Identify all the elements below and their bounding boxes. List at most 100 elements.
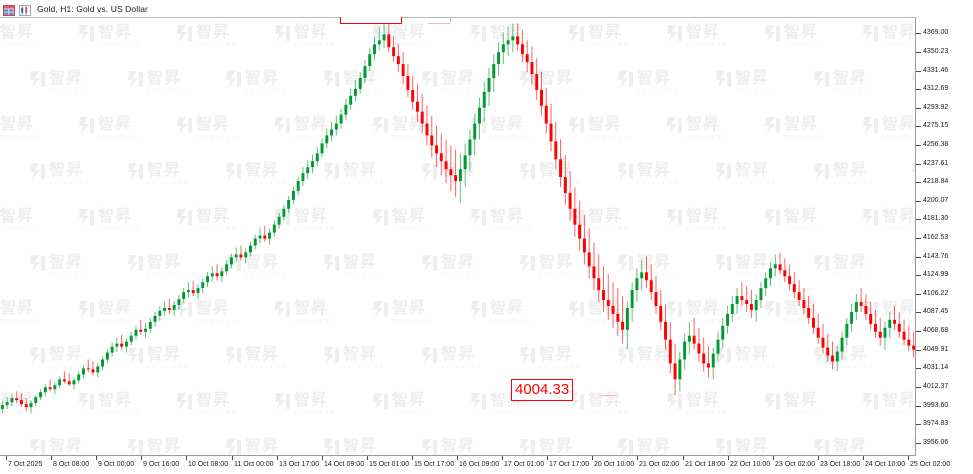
time-tick	[96, 456, 97, 460]
time-tick-label: 24 Oct 10:00	[865, 461, 906, 468]
time-tick	[637, 456, 638, 460]
time-tick	[502, 456, 503, 460]
price-tick-label: 4350.23	[923, 48, 949, 55]
price-tick-label: 4106.22	[923, 290, 949, 297]
price-tick	[916, 424, 921, 425]
plot-right-border	[915, 0, 916, 456]
time-tick-label: 16 Oct 09:00	[459, 461, 500, 468]
time-tick	[773, 456, 774, 460]
chart-title: Gold, H1: Gold vs. US Dollar	[37, 3, 148, 14]
high-annotation-leader	[428, 23, 450, 24]
price-tick-label: 4200.07	[923, 197, 949, 204]
price-tick-label: 4162.53	[923, 234, 949, 241]
time-tick-label: 11 Oct 00:00	[234, 461, 274, 468]
time-tick	[141, 456, 142, 460]
price-tick	[916, 182, 921, 183]
time-tick-label: 7 Oct 2025	[8, 461, 43, 468]
price-tick-label: 4087.45	[923, 308, 949, 315]
low-price-annotation: 4004.33	[511, 379, 574, 401]
high-annotation-vline	[450, 12, 451, 23]
time-tick-label: 8 Oct 08:00	[53, 461, 90, 468]
grid-icon[interactable]	[3, 3, 15, 16]
time-tick-label: 17 Oct 17:00	[549, 461, 590, 468]
price-tick-label: 4369.00	[923, 29, 949, 36]
time-tick	[683, 456, 684, 460]
chart-header: Gold, H1: Gold vs. US Dollar	[0, 0, 973, 17]
time-tick-label: 20 Oct 10:00	[594, 461, 635, 468]
time-tick	[863, 456, 864, 460]
price-tick	[916, 164, 921, 165]
time-tick-label: 15 Oct 17:00	[414, 461, 455, 468]
price-tick-label: 3993.60	[923, 402, 949, 409]
price-tick	[916, 257, 921, 258]
time-tick-label: 14 Oct 09:00	[324, 461, 365, 468]
price-tick	[916, 294, 921, 295]
price-tick-label: 4049.91	[923, 346, 949, 353]
time-tick	[818, 456, 819, 460]
time-tick	[367, 456, 368, 460]
time-tick-label: 13 Oct 17:00	[279, 461, 320, 468]
time-tick	[277, 456, 278, 460]
price-tick	[916, 387, 921, 388]
time-tick-label: 15 Oct 01:00	[369, 461, 410, 468]
low-annotation-leader	[599, 395, 617, 396]
time-tick-label: 21 Oct 02:00	[639, 461, 680, 468]
time-tick	[547, 456, 548, 460]
price-tick	[916, 145, 921, 146]
price-tick-label: 3956.06	[923, 439, 949, 446]
time-tick-label: 25 Oct 02:00	[910, 461, 951, 468]
candlestick-series	[0, 23, 916, 414]
time-axis[interactable]: 7 Oct 2025 8 Oct 08:00 9 Oct 00:00 9 Oct 16…	[0, 456, 950, 474]
plot-top-border	[0, 17, 916, 18]
price-tick	[916, 368, 921, 369]
price-tick	[916, 126, 921, 127]
time-tick	[6, 456, 7, 460]
price-tick-label: 4181.30	[923, 215, 949, 222]
price-tick	[916, 52, 921, 53]
time-tick	[51, 456, 52, 460]
price-tick-label: 4031.14	[923, 364, 949, 371]
price-tick-label: 3974.83	[923, 420, 949, 427]
price-tick	[916, 201, 921, 202]
time-tick-label: 23 Oct 18:00	[820, 461, 861, 468]
price-tick	[916, 406, 921, 407]
time-tick	[592, 456, 593, 460]
plot-bottom-border	[0, 455, 916, 456]
price-tick-label: 4293.92	[923, 104, 949, 111]
price-tick	[916, 312, 921, 313]
price-tick	[916, 331, 921, 332]
time-tick	[728, 456, 729, 460]
price-tick-label: 4068.68	[923, 327, 949, 334]
price-tick-label: 4237.61	[923, 160, 949, 167]
time-tick	[457, 456, 458, 460]
time-tick-label: 22 Oct 10:00	[730, 461, 771, 468]
price-tick	[916, 108, 921, 109]
candlestick-icon[interactable]	[19, 3, 31, 16]
price-tick	[916, 89, 921, 90]
price-tick-label: 4331.46	[923, 67, 949, 74]
price-tick-label: 4124.99	[923, 271, 949, 278]
time-tick-label: 21 Oct 18:00	[685, 461, 726, 468]
time-tick-label: 23 Oct 02:00	[775, 461, 816, 468]
price-tick	[916, 443, 921, 444]
price-tick-label: 4218.84	[923, 178, 949, 185]
time-tick	[232, 456, 233, 460]
price-tick-label: 4143.76	[923, 253, 949, 260]
price-tick	[916, 275, 921, 276]
time-tick	[412, 456, 413, 460]
time-tick-label: 9 Oct 16:00	[143, 461, 180, 468]
price-tick-label: 4312.69	[923, 85, 949, 92]
time-tick-label: 17 Oct 01:00	[504, 461, 545, 468]
price-tick	[916, 219, 921, 220]
price-tick	[916, 33, 921, 34]
price-tick	[916, 238, 921, 239]
time-tick	[322, 456, 323, 460]
chart-plot-area[interactable]: 智昇 ZHISHENG 智昇 ZHISHENG 智昇 ZHISHENG 智昇 ZHISHENG…	[0, 0, 916, 456]
price-tick	[916, 71, 921, 72]
time-tick-label: 10 Oct 08:00	[188, 461, 229, 468]
time-tick-label: 9 Oct 00:00	[98, 461, 135, 468]
price-axis[interactable]: 4387.774369.004350.234331.464312.694293.…	[916, 0, 973, 474]
price-tick-label: 4012.37	[923, 383, 949, 390]
price-tick	[916, 350, 921, 351]
